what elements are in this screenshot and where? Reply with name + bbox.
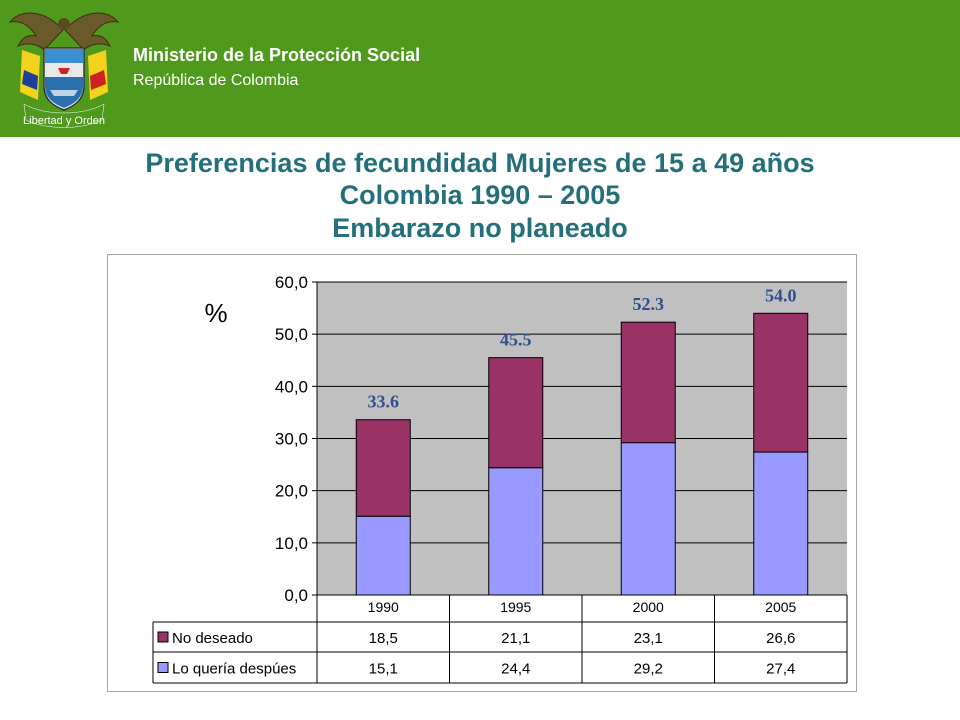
bar-lo-queria-despues-1990 [355,515,411,596]
legend-swatch-no-deseado [157,631,169,643]
y-tick-label: 30,0 [275,430,308,449]
table-cell: 21,1 [501,630,530,647]
x-tick-label-2000: 2000 [633,599,664,615]
table-cell: 18,5 [369,630,398,647]
total-label-2000: 52.3 [633,294,665,314]
x-tick-label-2005: 2005 [765,599,796,615]
bar-lo-queria-despues-1995 [488,467,544,596]
table-cell: 27,4 [766,661,795,678]
bar-lo-queria-despues-2005 [753,451,809,596]
legend-label-no-deseado: No deseado [172,630,253,647]
header-banner: Libertad y Orden Ministerio de la Protec… [0,0,960,137]
y-tick-label: 20,0 [275,482,308,501]
bar-no-deseado-1990 [355,419,411,517]
bar-no-deseado-2005 [753,312,809,453]
y-tick-label: 60,0 [275,273,308,292]
table-cell: 26,6 [766,630,795,647]
total-label-1990: 33.6 [368,392,400,412]
y-tick-label: 10,0 [275,534,308,553]
y-tick-label: 0,0 [284,586,308,605]
table-cell: 23,1 [634,630,663,647]
page-title: Preferencias de fecundidad Mujeres de 15… [145,148,815,178]
x-tick-label-1995: 1995 [500,599,531,615]
coat-of-arms-icon: Libertad y Orden [8,12,120,128]
page-subtitle: Colombia 1990 – 2005 [339,180,621,210]
y-tick-label: 40,0 [275,377,308,396]
y-tick-label: 50,0 [275,325,308,344]
republic-name: República de Colombia [133,72,299,89]
bar-no-deseado-1995 [488,357,544,469]
table-cell: 29,2 [634,661,663,678]
page-subtitle-2: Embarazo no planeado [332,213,628,243]
total-label-2005: 54.0 [765,285,797,305]
y-axis-label: % [204,298,227,328]
bar-no-deseado-2000 [620,321,676,444]
table-cell: 15,1 [369,661,398,678]
total-label-1995: 45.5 [500,330,532,350]
legend-swatch-lo-queria-despues [157,662,169,673]
legend-label-lo-queria-despues: Lo quería despúes [172,661,296,678]
x-tick-label-1990: 1990 [368,599,399,615]
ministry-name: Ministerio de la Protección Social [133,45,421,65]
table-cell: 24,4 [501,661,530,678]
bar-lo-queria-despues-2000 [620,442,676,596]
logo-motto: Libertad y Orden [23,115,105,127]
